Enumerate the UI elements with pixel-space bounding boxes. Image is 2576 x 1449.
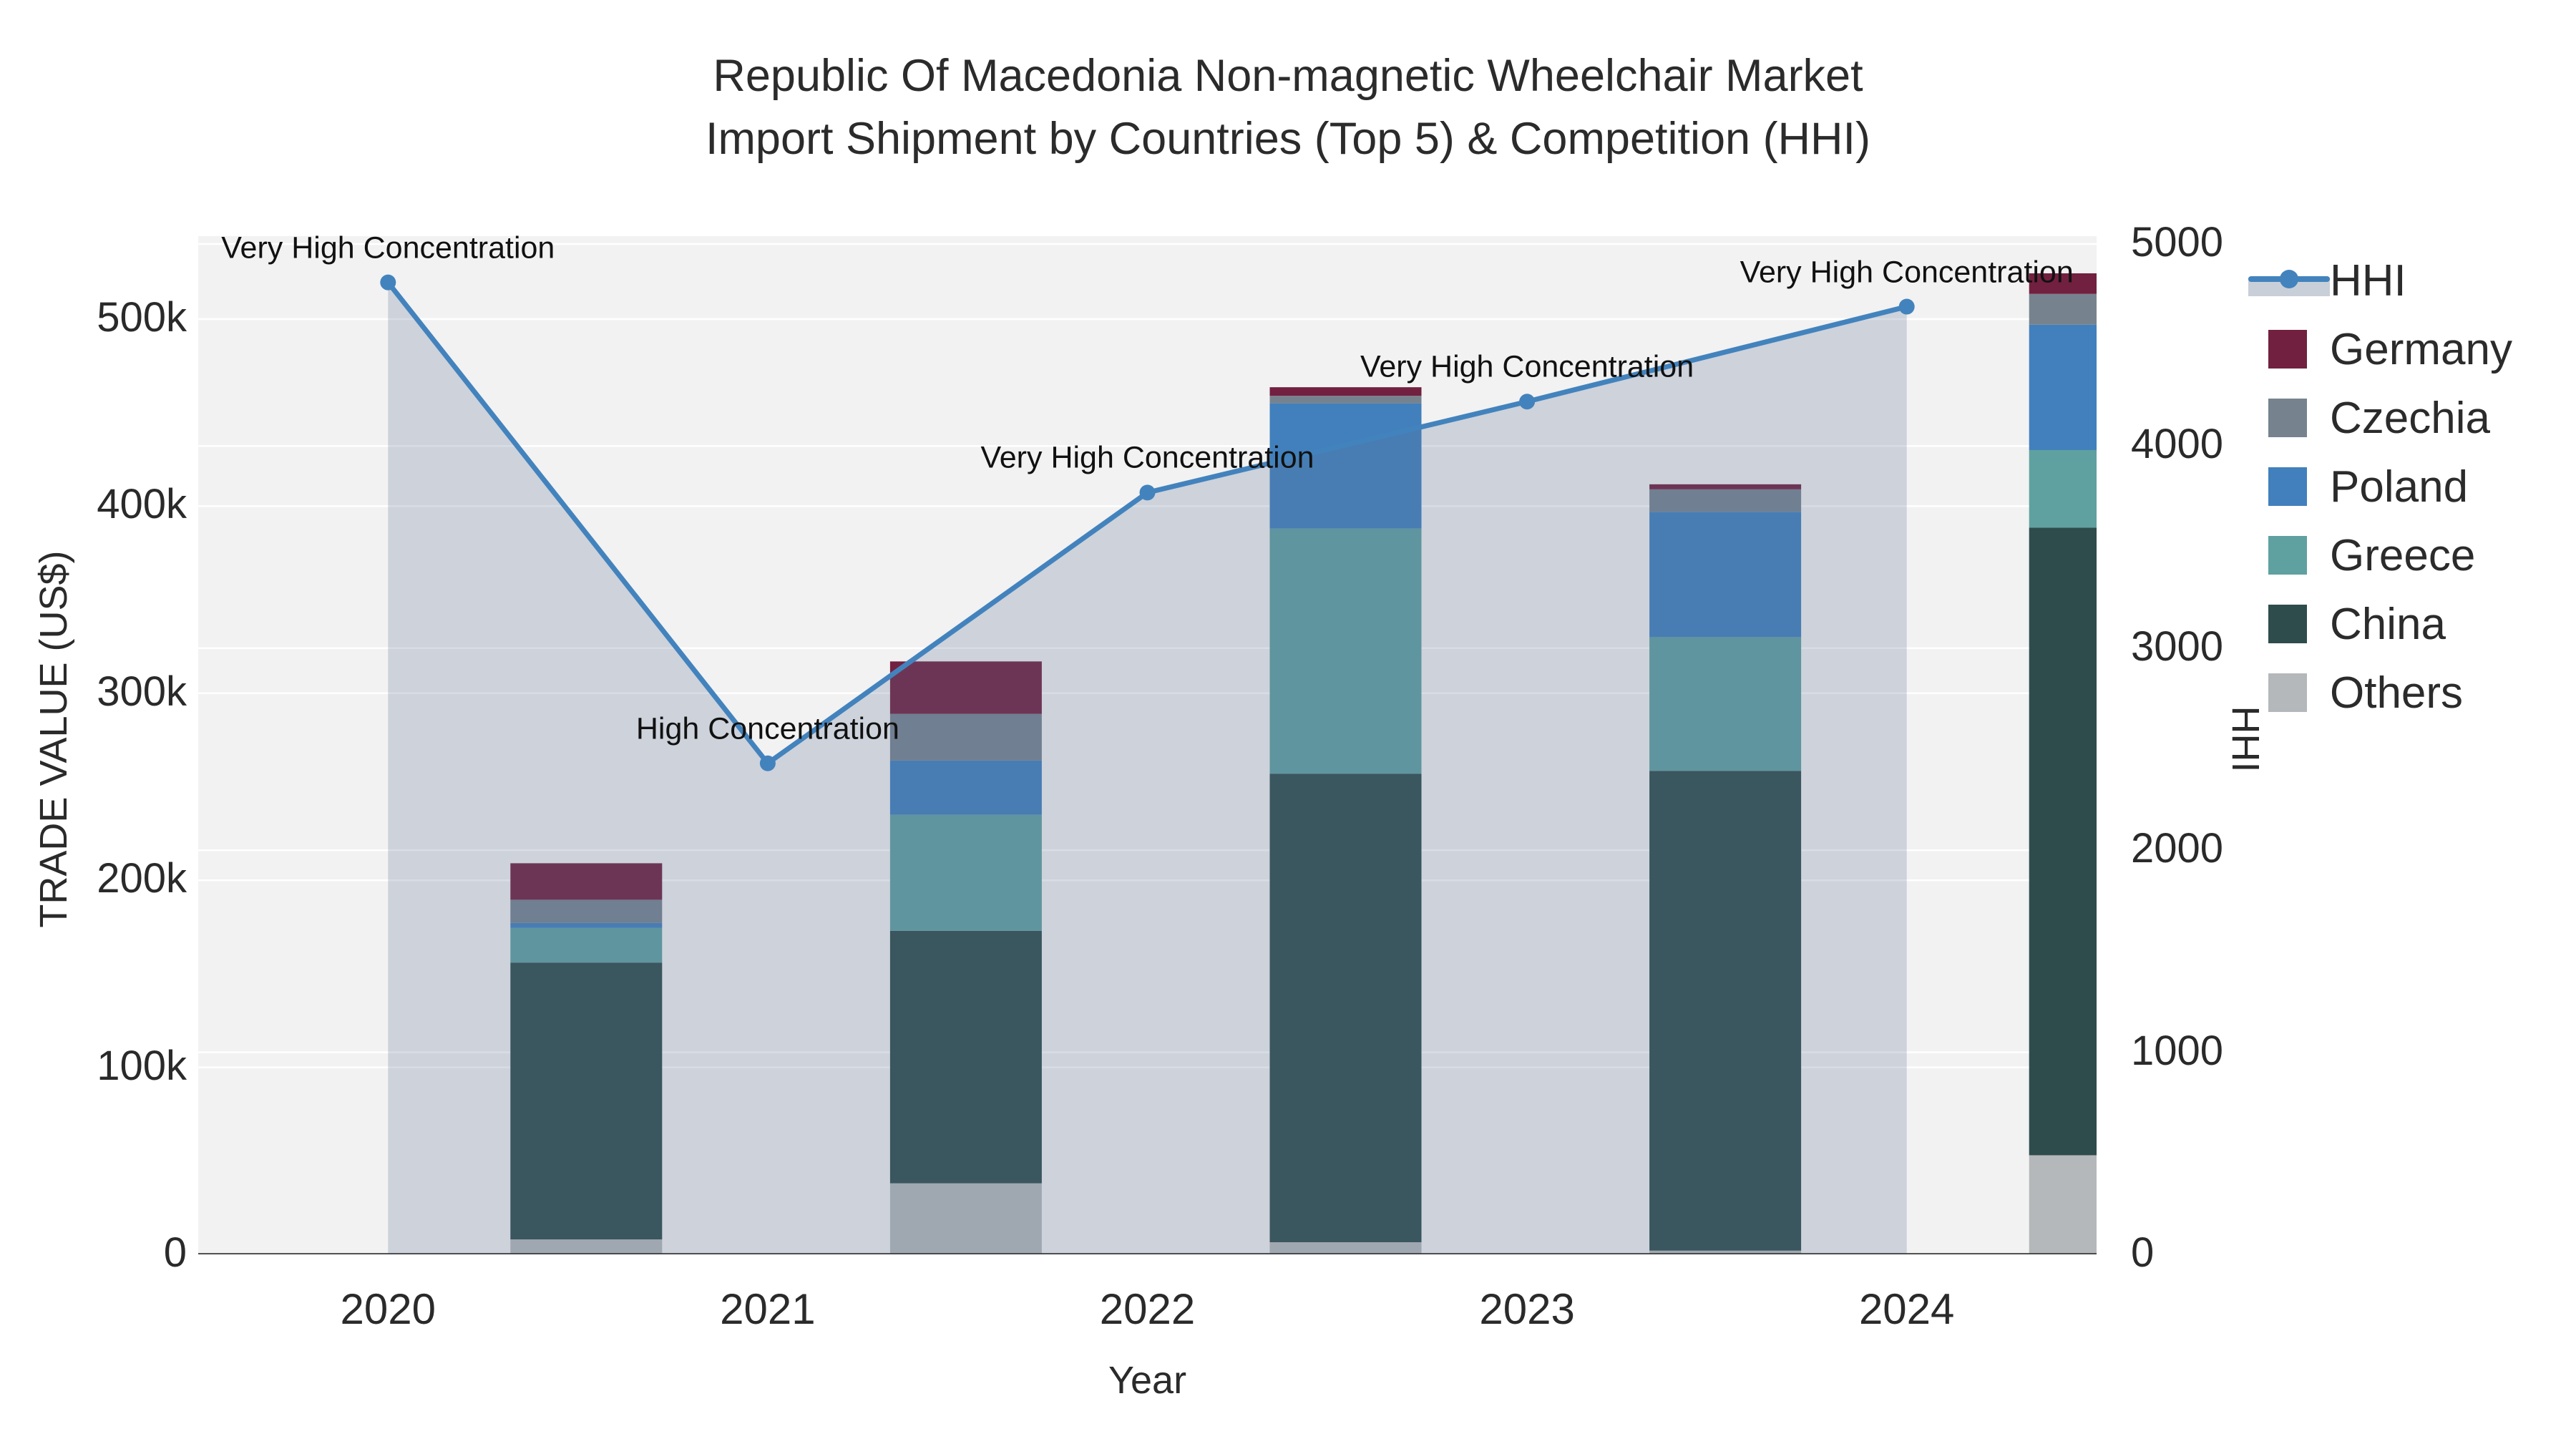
bar-segment-2022-czechia [1269,396,1422,404]
bar-segment-2021-czechia [889,713,1042,761]
hhi-marker-2021 [759,755,776,771]
bar-segment-2021-china [889,930,1042,1184]
annotation-2024: Very High Concentration [1740,255,2074,290]
bar-segment-2020-greece [510,927,663,963]
hhi-marker-swatch [2280,270,2298,288]
bar-segment-2021-others [889,1183,1042,1254]
legend-label-greece: Greece [2330,530,2476,580]
legend-swatch-czechia [2268,399,2307,437]
bar-segment-2022-greece [1269,528,1422,774]
bar-segment-2023-china [1649,771,1802,1251]
bar-segment-2024-poland [2029,324,2097,450]
bar-segment-2021-greece [889,814,1042,931]
legend-label-others: Others [2330,668,2464,718]
hhi-marker-2023 [1519,394,1536,410]
legend-item-greece[interactable]: Greece [2248,521,2512,590]
bar-segment-2023-germany [1649,484,1802,489]
legend-swatch-poland [2268,467,2307,506]
y-right-tick: 4000 [2131,421,2224,468]
bar-segment-2022-others [1269,1242,1422,1254]
x-tick-2021: 2021 [720,1285,816,1333]
bar-segment-2020-china [510,962,663,1240]
bar-segment-2023-poland [1649,512,1802,638]
legend: HHI Germany Czechia Poland Greece China Others [2248,246,2512,727]
legend-item-china[interactable]: China [2248,590,2512,658]
bar-segment-2024-germany [2029,273,2097,294]
annotation-2021: High Concentration [635,711,899,746]
legend-label-china: China [2330,599,2446,649]
bar-segment-2021-germany [889,661,1042,714]
legend-swatch-greece [2268,536,2307,575]
y-right-tick: 2000 [2131,825,2224,872]
bar-segment-2024-china [2029,527,2097,1156]
hhi-area-fill [388,282,1907,1254]
bar-segment-2024-others [2029,1155,2097,1254]
bar-segment-2024-czechia [2029,293,2097,325]
legend-swatch-others [2268,673,2307,712]
legend-label-hhi: HHI [2330,255,2406,306]
annotation-2020: Very High Concentration [221,230,555,265]
annotation-2023: Very High Concentration [1360,349,1694,384]
hhi-marker-2020 [380,274,396,291]
bar-segment-2020-germany [510,863,663,900]
bar-segment-2022-poland [1269,403,1422,529]
bar-segment-2022-china [1269,774,1422,1243]
annotation-2022: Very High Concentration [980,440,1314,475]
chart-title-line1: Republic Of Macedonia Non-magnetic Wheel… [713,51,1863,101]
y-right-tick: 0 [2131,1229,2155,1276]
chart-title-line2: Import Shipment by Countries (Top 5) & C… [705,114,1871,164]
bar-segment-2021-poland [889,760,1042,815]
y-right-tick: 5000 [2131,219,2224,265]
y-left-tick: 200k [97,855,187,902]
legend-item-czechia[interactable]: Czechia [2248,384,2512,452]
hhi-line-swatch-icon [2248,259,2330,302]
legend-label-czechia: Czechia [2330,393,2490,443]
x-axis-title: Year [1108,1359,1187,1402]
legend-item-hhi[interactable]: HHI [2248,246,2512,315]
y-left-tick: 500k [97,294,187,341]
bar-segment-2023-others [1649,1250,1802,1254]
bar-segment-2020-others [510,1239,663,1254]
y-right-tick: 1000 [2131,1027,2224,1074]
plot-canvas [198,243,2097,1254]
hhi-marker-2024 [1898,298,1915,315]
chart-title: Republic Of Macedonia Non-magnetic Wheel… [0,44,2576,170]
x-tick-2020: 2020 [340,1285,436,1333]
legend-item-poland[interactable]: Poland [2248,452,2512,521]
y-left-axis-title: TRADE VALUE (US$) [32,550,75,928]
bar-segment-2023-greece [1649,637,1802,771]
legend-label-germany: Germany [2330,324,2512,374]
y-left-tick: 100k [97,1042,187,1089]
x-tick-2023: 2023 [1479,1285,1575,1333]
y-left-tick: 400k [97,481,187,528]
legend-item-others[interactable]: Others [2248,658,2512,727]
legend-label-poland: Poland [2330,462,2469,512]
bar-segment-2020-czechia [510,899,663,923]
y-left-tick: 300k [97,668,187,715]
bar-segment-2023-czechia [1649,489,1802,512]
bar-segment-2020-poland [510,922,663,928]
x-tick-2024: 2024 [1858,1285,1955,1333]
x-tick-2022: 2022 [1099,1285,1196,1333]
legend-swatch-china [2268,605,2307,643]
legend-item-germany[interactable]: Germany [2248,315,2512,384]
bar-segment-2022-germany [1269,387,1422,396]
y-left-tick: 0 [163,1229,187,1276]
bar-segment-2024-greece [2029,449,2097,528]
y-right-tick: 3000 [2131,623,2224,670]
hhi-marker-2022 [1139,484,1156,501]
legend-swatch-germany [2268,330,2307,369]
